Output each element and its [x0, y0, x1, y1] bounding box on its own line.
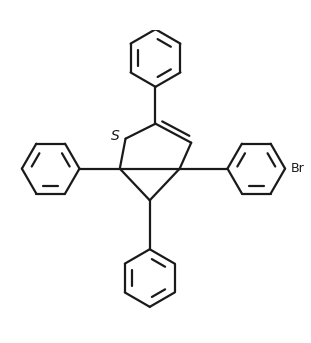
Text: S: S	[111, 129, 119, 143]
Text: Br: Br	[291, 162, 304, 175]
